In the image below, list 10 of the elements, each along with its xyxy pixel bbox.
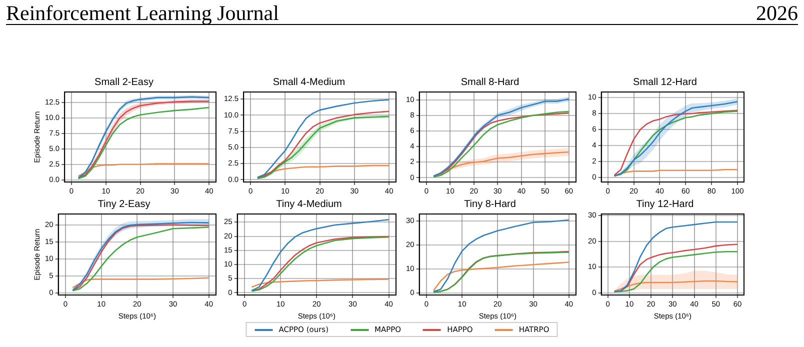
chart-title: Small 12-Hard — [633, 76, 697, 88]
chart-title: Small 2-Easy — [94, 76, 154, 88]
text: Reinforcement Learning Journal — [6, 1, 279, 25]
chart-title: Tiny 4-Medium — [276, 198, 342, 210]
chart-title: Small 4-Medium — [272, 76, 346, 88]
chart-title: Small 8-Hard — [460, 76, 520, 88]
text: 2026 — [756, 1, 798, 25]
chart-title: Tiny 8-Hard — [464, 198, 516, 210]
chart-title: Tiny 2-Easy — [98, 198, 150, 210]
chart-title: Tiny 12-Hard — [636, 198, 694, 210]
